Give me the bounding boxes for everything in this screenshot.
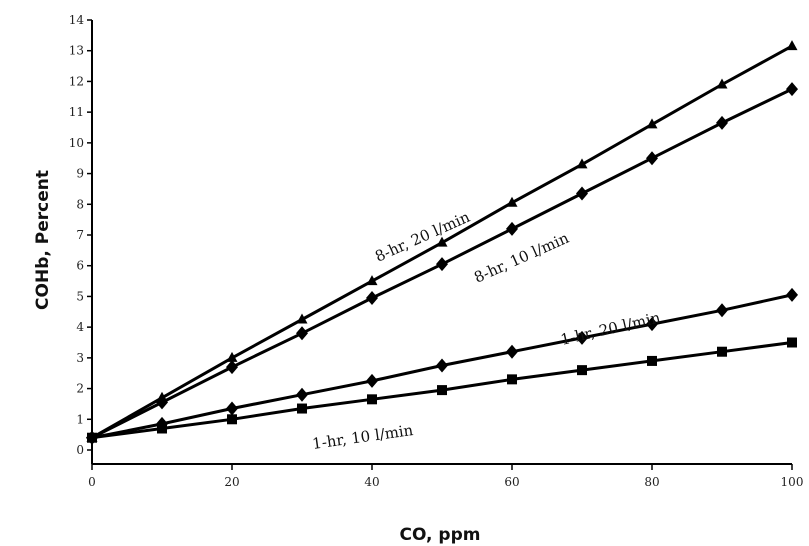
data-point-diamond	[576, 186, 588, 201]
series-label-1hr-10: 1-hr, 10 l/min	[311, 421, 415, 453]
data-point-diamond	[366, 290, 378, 305]
series-labels: 8-hr, 20 l/min 8-hr, 10 l/min 1-hr, 20 l…	[311, 208, 662, 453]
y-tick-label: 0	[76, 443, 84, 457]
data-point-square	[647, 355, 657, 366]
x-tick-label: 60	[504, 475, 519, 489]
axes	[91, 20, 792, 465]
data-point-square	[87, 432, 97, 443]
data-point-diamond	[226, 360, 238, 375]
data-point-diamond	[296, 387, 308, 402]
x-tick-label: 0	[88, 475, 96, 489]
data-point-diamond	[646, 317, 658, 332]
data-point-diamond	[786, 287, 798, 302]
data-point-triangle	[366, 275, 378, 286]
x-axis-title: CO, ppm	[400, 525, 481, 545]
data-point-square	[227, 414, 237, 425]
y-tick-label: 8	[76, 197, 84, 211]
x-tick-label: 80	[644, 475, 659, 489]
data-point-diamond	[506, 221, 518, 236]
data-point-square	[507, 374, 517, 385]
y-tick-label: 3	[76, 351, 84, 365]
data-point-triangle	[786, 40, 798, 51]
data-point-diamond	[436, 358, 448, 373]
data-point-diamond	[716, 303, 728, 318]
data-point-triangle	[646, 118, 658, 129]
data-point-diamond	[156, 395, 168, 410]
data-point-triangle	[716, 78, 728, 89]
data-point-square	[297, 403, 307, 414]
data-point-square	[367, 394, 377, 405]
data-point-diamond	[366, 373, 378, 388]
series-label-1hr-20: 1-hr, 20 l/min	[559, 308, 662, 348]
data-point-triangle	[576, 158, 588, 169]
series-label-8hr-10: 8-hr, 10 l/min	[471, 229, 572, 287]
y-tick-label: 9	[76, 167, 84, 181]
y-tick-label: 7	[76, 228, 84, 242]
data-point-square	[577, 365, 587, 376]
data-point-diamond	[436, 257, 448, 272]
data-point-square	[787, 337, 797, 348]
data-point-diamond	[576, 330, 588, 345]
data-point-triangle	[436, 236, 448, 247]
y-axis-title: COHb, Percent	[33, 170, 53, 310]
y-tick-label: 1	[76, 412, 84, 426]
x-tick-label: 100	[781, 475, 804, 489]
data-point-square	[157, 423, 167, 434]
data-point-diamond	[646, 151, 658, 166]
x-tick-label: 20	[224, 475, 239, 489]
y-tick-label: 10	[69, 136, 84, 150]
x-tick-label: 40	[364, 475, 379, 489]
data-point-diamond	[296, 326, 308, 341]
data-point-diamond	[786, 82, 798, 97]
y-tick-label: 14	[69, 13, 85, 27]
y-tick-label: 2	[76, 382, 84, 396]
y-tick-label: 4	[76, 320, 84, 334]
data-point-diamond	[506, 344, 518, 359]
data-point-diamond	[716, 115, 728, 130]
data-point-triangle	[506, 196, 518, 207]
data-point-diamond	[226, 401, 238, 416]
data-point-square	[437, 385, 447, 396]
data-point-square	[717, 346, 727, 357]
y-tick-label: 13	[69, 44, 84, 58]
y-tick-label: 12	[69, 74, 84, 88]
data-point-triangle	[296, 313, 308, 324]
y-tick-label: 5	[76, 289, 84, 303]
series-group	[86, 40, 798, 445]
y-tick-label: 6	[76, 259, 84, 273]
y-tick-label: 11	[69, 105, 84, 119]
data-point-triangle	[226, 351, 238, 362]
